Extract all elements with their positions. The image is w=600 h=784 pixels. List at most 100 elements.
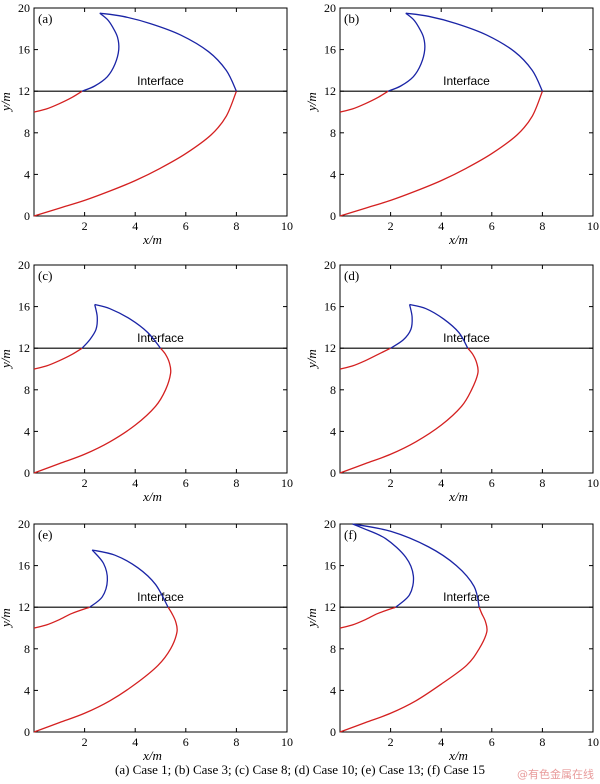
plot-frame	[33, 7, 288, 217]
lower-curve	[339, 606, 396, 629]
y-tick-label: 20	[18, 517, 30, 531]
y-tick-label: 8	[24, 642, 30, 656]
interface-label: Interface	[137, 74, 184, 88]
y-tick-label: 20	[324, 517, 336, 531]
interface-label: Interface	[137, 331, 184, 345]
y-axis-label: y/m	[0, 608, 13, 629]
x-tick-label: 8	[539, 219, 545, 233]
x-tick-label: 6	[183, 476, 189, 490]
panel-tag: (c)	[38, 268, 52, 283]
x-tick-label: 10	[587, 476, 599, 490]
y-tick-label: 16	[324, 43, 336, 57]
x-tick-label: 8	[233, 219, 239, 233]
y-tick-label: 8	[330, 126, 336, 140]
lower-curve	[339, 347, 391, 370]
y-axis-label: y/m	[304, 92, 319, 113]
y-tick-label: 16	[324, 559, 336, 573]
x-tick-label: 4	[132, 219, 138, 233]
y-tick-label: 0	[24, 209, 30, 223]
x-tick-label: 10	[281, 219, 293, 233]
y-tick-label: 12	[324, 600, 336, 614]
chart-panel-a: 2 4 6 8 10 0 4 8 12 16 20 x/m y/m (a) Interface	[0, 1, 293, 247]
y-axis-label: y/m	[0, 92, 13, 113]
figure-caption: (a) Case 1; (b) Case 3; (c) Case 8; (d) …	[114, 762, 486, 777]
y-tick-label: 0	[24, 725, 30, 739]
lower-curve	[339, 90, 544, 217]
lower-curve	[339, 347, 479, 474]
upper-curve	[94, 303, 162, 349]
y-tick-label: 12	[18, 341, 30, 355]
x-tick-label: 4	[132, 735, 138, 749]
x-tick-label: 8	[539, 476, 545, 490]
x-tick-label: 10	[281, 476, 293, 490]
chart-panel-c: 2 4 6 8 10 0 4 8 12 16 20 x/m y/m (c) Interface	[0, 258, 293, 504]
y-tick-label: 12	[18, 600, 30, 614]
y-tick-label: 20	[18, 258, 30, 272]
y-tick-label: 8	[24, 126, 30, 140]
x-tick-label: 2	[388, 476, 394, 490]
upper-curve	[405, 12, 543, 92]
interface-label: Interface	[137, 590, 184, 604]
y-tick-label: 8	[330, 642, 336, 656]
y-tick-label: 20	[324, 258, 336, 272]
lower-curve	[33, 347, 172, 474]
plot-frame	[339, 7, 594, 217]
x-tick-label: 10	[281, 735, 293, 749]
panel-tag: (e)	[38, 527, 52, 542]
x-axis-label: x/m	[448, 232, 468, 247]
y-tick-label: 12	[324, 84, 336, 98]
x-tick-label: 2	[82, 476, 88, 490]
panel-tag: (a)	[38, 11, 52, 26]
y-tick-label: 8	[24, 383, 30, 397]
y-axis-label: y/m	[0, 349, 13, 370]
plot-frame	[33, 523, 288, 733]
x-tick-label: 2	[82, 219, 88, 233]
x-tick-label: 4	[132, 476, 138, 490]
y-tick-label: 16	[18, 43, 30, 57]
upper-curve	[81, 12, 120, 92]
interface-label: Interface	[443, 590, 490, 604]
x-tick-label: 10	[587, 219, 599, 233]
x-tick-label: 4	[438, 735, 444, 749]
y-axis-label: y/m	[304, 349, 319, 370]
upper-curve	[390, 304, 413, 349]
x-tick-label: 4	[438, 476, 444, 490]
interface-label: Interface	[443, 331, 490, 345]
panel-tag: (b)	[344, 11, 359, 26]
lower-curve	[33, 347, 83, 370]
x-tick-label: 8	[233, 476, 239, 490]
panel-tag: (f)	[344, 527, 357, 542]
upper-curve	[409, 303, 469, 349]
y-tick-label: 0	[24, 466, 30, 480]
plot-frame	[339, 523, 594, 733]
plot-frame	[339, 264, 594, 474]
y-tick-label: 16	[18, 559, 30, 573]
upper-curve	[99, 12, 237, 92]
x-tick-label: 6	[183, 735, 189, 749]
y-tick-label: 0	[330, 725, 336, 739]
x-tick-label: 6	[489, 476, 495, 490]
upper-curve	[89, 549, 109, 608]
x-axis-label: x/m	[142, 232, 162, 247]
x-tick-label: 6	[183, 219, 189, 233]
chart-panel-e: 2 4 6 8 10 0 4 8 12 16 20 x/m y/m (e) Interface	[0, 517, 293, 763]
x-tick-label: 6	[489, 735, 495, 749]
upper-curve	[387, 12, 426, 92]
lower-curve	[339, 606, 488, 733]
x-tick-label: 6	[489, 219, 495, 233]
y-tick-label: 12	[18, 84, 30, 98]
y-axis-label: y/m	[304, 608, 319, 629]
panel-tag: (d)	[344, 268, 359, 283]
x-axis-label: x/m	[448, 748, 468, 763]
y-tick-label: 20	[324, 1, 336, 15]
y-tick-label: 4	[24, 683, 30, 697]
x-axis-label: x/m	[142, 748, 162, 763]
x-tick-label: 2	[388, 735, 394, 749]
y-tick-label: 0	[330, 209, 336, 223]
x-axis-label: x/m	[448, 489, 468, 504]
x-tick-label: 4	[438, 219, 444, 233]
x-axis-label: x/m	[142, 489, 162, 504]
y-tick-label: 4	[330, 683, 336, 697]
x-tick-label: 10	[587, 735, 599, 749]
